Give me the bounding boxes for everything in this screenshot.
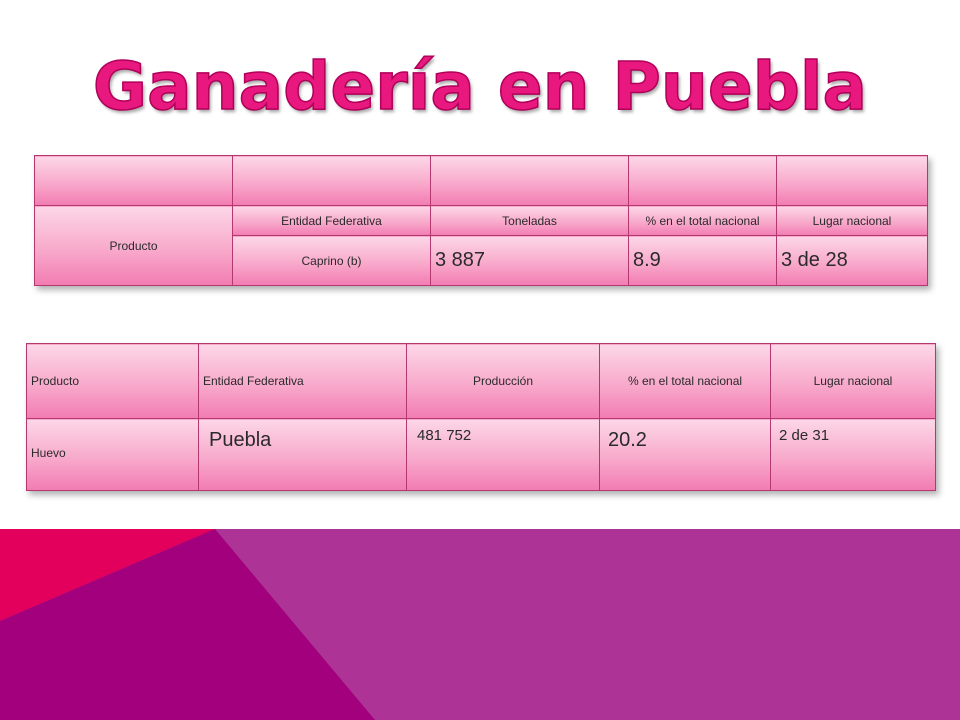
- egg-production-table: Producto Entidad Federativa Producción %…: [26, 343, 936, 491]
- header-porcentaje: % en el total nacional: [599, 343, 771, 419]
- header-producto: Producto: [26, 343, 199, 419]
- cell-porcentaje: 20.2: [599, 418, 771, 491]
- empty-cell: [34, 155, 233, 206]
- purple-triangle: [0, 529, 375, 720]
- header-produccion: Producción: [406, 343, 600, 419]
- header-entidad: Entidad Federativa: [232, 205, 431, 236]
- empty-cell: [430, 155, 629, 206]
- table-row: [34, 155, 928, 206]
- cell-porcentaje: 8.9: [628, 235, 777, 286]
- empty-cell: [776, 155, 928, 206]
- empty-cell: [628, 155, 777, 206]
- cell-lugar: 2 de 31: [770, 418, 936, 491]
- header-producto: Producto: [34, 205, 233, 286]
- cell-entidad: Caprino (b): [232, 235, 431, 286]
- cell-toneladas: 3 887: [430, 235, 629, 286]
- goat-production-table: Producto Entidad Federativa Toneladas % …: [34, 155, 928, 286]
- cell-entidad: Puebla: [198, 418, 407, 491]
- table-row: Producto Entidad Federativa Toneladas % …: [34, 205, 928, 286]
- cell-producto: Huevo: [26, 418, 199, 491]
- header-lugar: Lugar nacional: [776, 205, 928, 236]
- header-porcentaje: % en el total nacional: [628, 205, 777, 236]
- header-toneladas: Toneladas: [430, 205, 629, 236]
- header-entidad: Entidad Federativa: [198, 343, 407, 419]
- empty-cell: [232, 155, 431, 206]
- cell-produccion: 481 752: [406, 418, 600, 491]
- slide-title: Ganadería en Puebla: [92, 47, 868, 126]
- header-lugar: Lugar nacional: [770, 343, 936, 419]
- table-row: Caprino (b) 3 887 8.9 3 de 28: [35, 235, 928, 286]
- table-row: Producto Entidad Federativa Producción %…: [26, 343, 936, 419]
- table-row: Huevo Puebla 481 752 20.2 2 de 31: [26, 418, 936, 491]
- decorative-footer-shapes: [0, 529, 960, 720]
- cell-lugar: 3 de 28: [776, 235, 928, 286]
